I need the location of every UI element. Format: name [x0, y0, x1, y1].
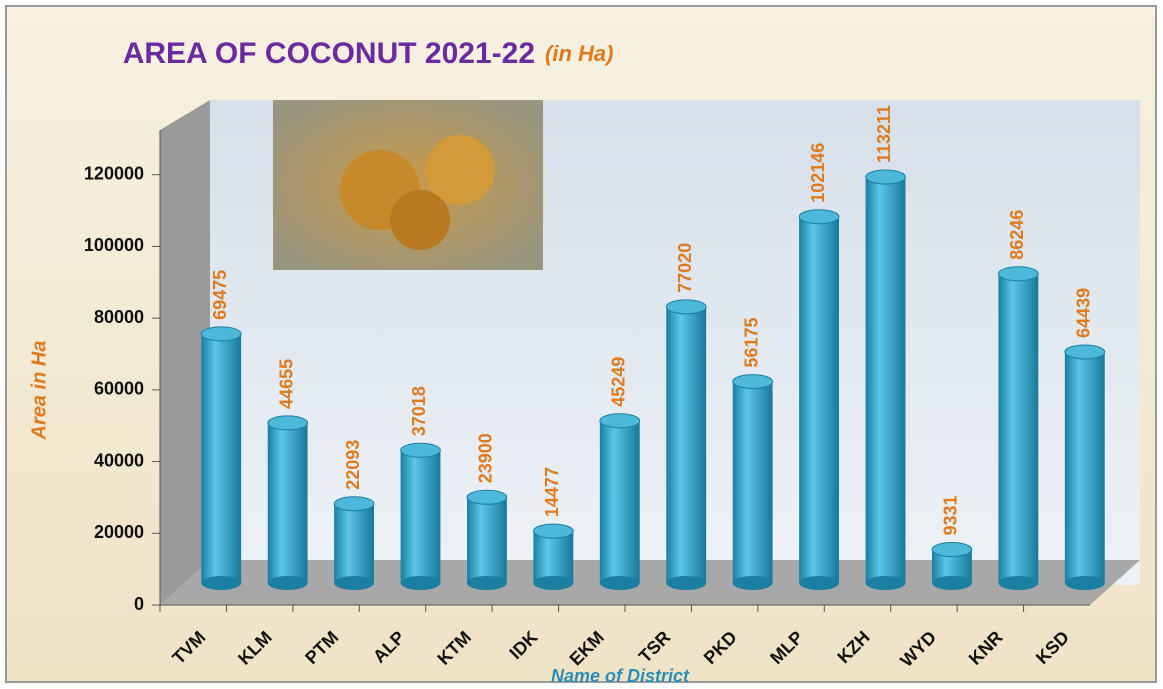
bar: [334, 503, 374, 583]
value-label: 22093: [343, 440, 363, 490]
bar-cap: [200, 326, 242, 342]
bar-base: [400, 576, 441, 590]
bar-base: [732, 576, 773, 590]
bar-base: [267, 576, 308, 590]
bar: [1064, 351, 1105, 583]
bar-cap: [798, 209, 840, 225]
bar: [400, 450, 441, 583]
bar-cap: [931, 542, 973, 558]
value-label: 64439: [1074, 288, 1094, 338]
value-label: 77020: [675, 243, 695, 293]
y-tick-label: 40000: [94, 450, 144, 470]
y-axis-label: Area in Ha: [28, 341, 50, 441]
bar-cap: [400, 442, 441, 458]
bar-base: [467, 576, 507, 590]
bar: [267, 422, 308, 583]
bar-base: [865, 576, 906, 590]
chart-title: AREA OF COCONUT 2021-22: [123, 37, 535, 70]
bar-base: [1064, 576, 1105, 590]
bar-base: [599, 576, 640, 590]
value-label: 86246: [1007, 210, 1027, 260]
value-label: 37018: [409, 386, 429, 436]
bar-base: [533, 576, 574, 590]
bar: [467, 497, 507, 583]
bar: [533, 531, 574, 583]
photo: [273, 100, 543, 270]
value-label: 23900: [476, 433, 496, 483]
bar-cap: [532, 523, 574, 539]
y-tick-label: 100000: [84, 235, 144, 255]
value-label: 69475: [210, 270, 230, 320]
bar-cap: [732, 374, 774, 390]
bar-cap: [267, 415, 309, 431]
bar-base: [799, 576, 839, 590]
bar-base: [998, 576, 1039, 590]
value-label: 102146: [808, 143, 828, 203]
value-label: 113211: [874, 105, 894, 163]
bar: [732, 381, 773, 583]
bar-cap: [997, 266, 1039, 282]
value-label: 45249: [609, 357, 629, 407]
bar: [666, 306, 707, 583]
value-label: 44655: [276, 359, 296, 409]
bar: [201, 333, 242, 583]
bar-base: [334, 576, 375, 590]
bar: [799, 216, 839, 583]
bar: [998, 273, 1039, 583]
y-tick-label: 0: [134, 594, 144, 614]
bar-cap: [665, 299, 707, 315]
y-tick-label: 120000: [84, 163, 144, 183]
bar-cap: [1064, 344, 1106, 360]
y-tick-label: 60000: [94, 379, 144, 399]
value-label: 56175: [741, 318, 761, 368]
bar-cap: [333, 496, 375, 512]
bar-cap: [865, 169, 906, 185]
value-label: 9331: [941, 495, 961, 535]
y-tick-label: 80000: [94, 307, 144, 327]
bar: [865, 177, 906, 584]
bar: [599, 420, 640, 583]
chart-subtitle: (in Ha): [545, 41, 613, 66]
value-label: 14477: [542, 467, 562, 517]
bar-base: [666, 576, 707, 590]
side-wall: [160, 100, 210, 605]
bar-base: [932, 576, 972, 590]
bar-cap: [466, 489, 508, 505]
x-axis-label: Name of District: [551, 666, 690, 686]
bar-base: [201, 576, 242, 590]
y-tick-label: 20000: [94, 522, 144, 542]
bar-cap: [599, 413, 641, 429]
